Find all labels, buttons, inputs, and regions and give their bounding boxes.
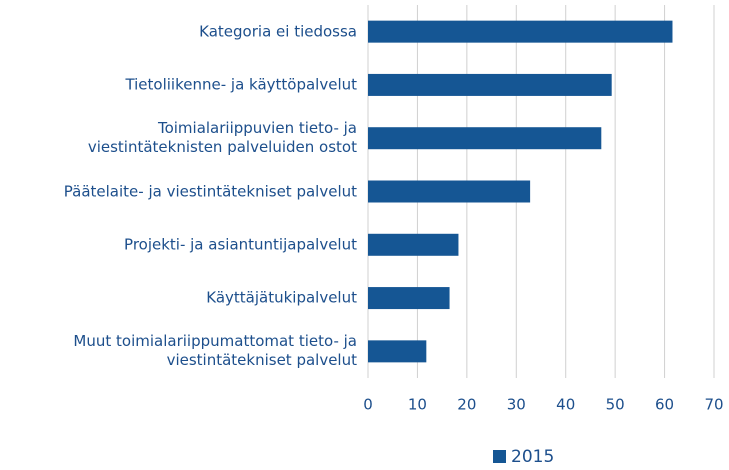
bar [368,20,673,43]
x-tick-label: 70 [704,396,723,414]
legend-label: 2015 [511,447,554,467]
y-tick-label: Kategoria ei tiedossa [199,22,357,41]
y-tick-label: Toimialariippuvien tieto- ja viestintäte… [87,119,357,157]
x-tick-label: 30 [507,396,526,414]
y-tick-label: Käyttäjätukipalvelut [206,288,357,307]
legend-swatch [493,450,506,463]
y-tick-label: Muut toimialariippumattomat tieto- ja vi… [73,332,357,370]
y-tick-label: Projekti- ja asiantuntijapalvelut [124,235,357,254]
x-tick-label: 10 [408,396,427,414]
bar [368,233,459,256]
bar [368,73,612,96]
x-tick-label: 40 [556,396,575,414]
x-tick-label: 0 [363,396,373,414]
y-tick-label: Tietoliikenne- ja käyttöpalvelut [125,75,357,94]
y-tick-label: Päätelaite- ja viestintätekniset palvelu… [63,182,357,200]
x-tick-label: 20 [457,396,476,414]
bar [368,287,450,310]
bar [368,340,427,363]
x-tick-label: 60 [655,396,674,414]
x-tick-label: 50 [606,396,625,414]
bar [368,127,602,150]
bar [368,180,531,203]
